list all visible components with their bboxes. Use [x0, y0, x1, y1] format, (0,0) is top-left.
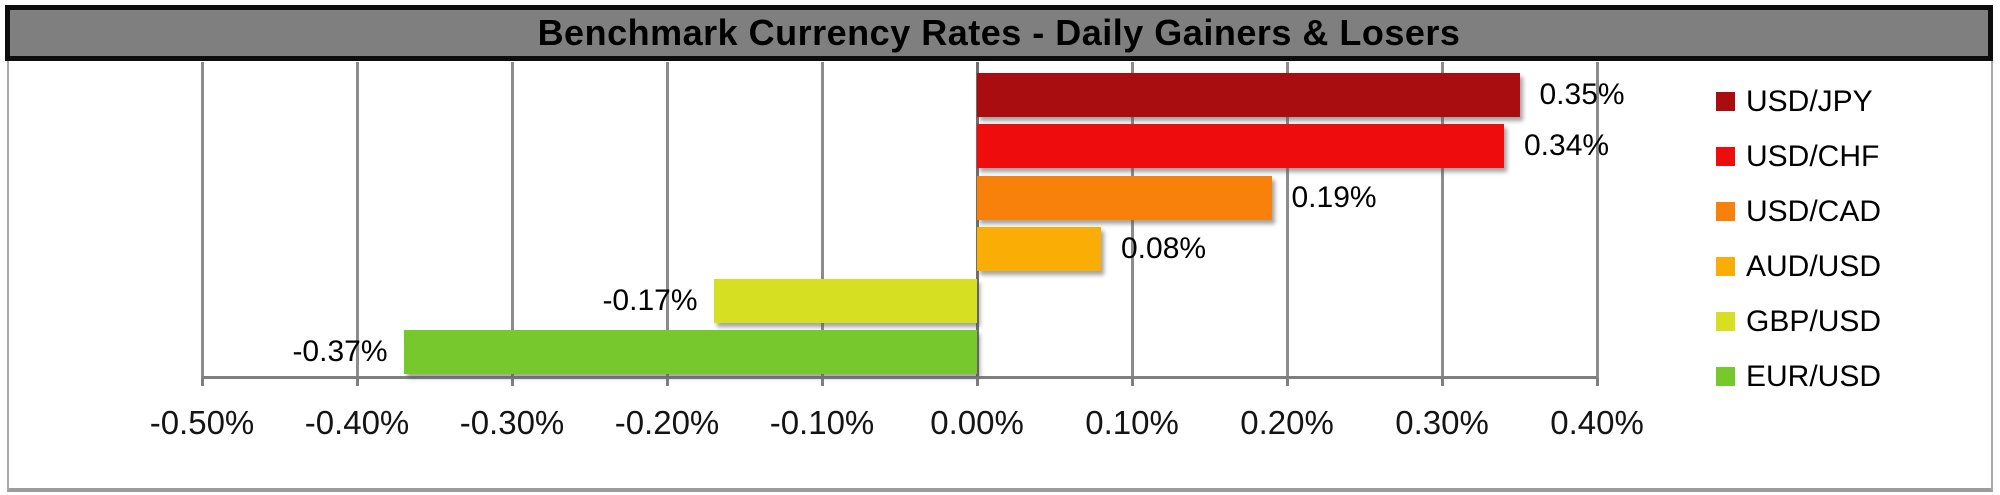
legend-item-eur-usd: EUR/USD	[1716, 349, 1881, 404]
chart-title: Benchmark Currency Rates - Daily Gainers…	[537, 12, 1461, 53]
x-axis-tick-mark	[1131, 378, 1134, 386]
bar-eur-usd	[403, 330, 977, 375]
x-axis-tick-mark	[1441, 378, 1444, 386]
legend-item-usd-chf: USD/CHF	[1716, 129, 1881, 184]
gridline	[821, 62, 824, 378]
bar-value-label: 0.35%	[1539, 77, 1625, 111]
legend-swatch-icon	[1716, 312, 1735, 331]
x-axis-tick-mark	[666, 378, 669, 386]
x-axis-line	[202, 376, 1597, 379]
x-axis-tick-mark	[821, 378, 824, 386]
legend-swatch-icon	[1716, 257, 1735, 276]
legend-label: USD/JPY	[1746, 84, 1873, 118]
x-axis-tick-mark	[1286, 378, 1289, 386]
bar-value-label: 0.08%	[1121, 232, 1207, 266]
gridline	[511, 62, 514, 378]
bar-value-label: 0.34%	[1524, 129, 1610, 163]
chart-title-bar: Benchmark Currency Rates - Daily Gainers…	[5, 5, 1993, 61]
legend-swatch-icon	[1716, 147, 1735, 166]
x-tick-label: -0.50%	[149, 404, 255, 441]
x-tick-label: 0.00%	[930, 404, 1024, 441]
legend-label: USD/CAD	[1746, 194, 1882, 228]
x-tick-label: 0.30%	[1395, 404, 1489, 441]
x-tick-label: 0.20%	[1240, 404, 1334, 441]
gridline	[666, 62, 669, 378]
legend-swatch-icon	[1716, 92, 1735, 111]
gridline	[1131, 62, 1134, 378]
legend-label: USD/CHF	[1746, 139, 1880, 173]
legend-label: AUD/USD	[1746, 249, 1882, 283]
x-axis-tick-mark	[1596, 378, 1599, 386]
bar-usd-jpy	[977, 72, 1520, 117]
x-tick-label: 0.10%	[1085, 404, 1179, 441]
legend-item-aud-usd: AUD/USD	[1716, 239, 1881, 294]
x-tick-label: -0.10%	[769, 404, 875, 441]
gridline	[356, 62, 359, 378]
zero-gridline	[976, 62, 979, 378]
legend-item-usd-jpy: USD/JPY	[1716, 74, 1881, 129]
gridline	[1596, 62, 1599, 378]
x-axis-tick-mark	[976, 378, 979, 386]
gridline	[201, 62, 204, 378]
legend-swatch-icon	[1716, 202, 1735, 221]
x-tick-label: -0.20%	[614, 404, 720, 441]
x-axis-tick-mark	[511, 378, 514, 386]
x-tick-label: -0.40%	[304, 404, 410, 441]
bar-usd-chf	[977, 124, 1504, 169]
bar-gbp-usd	[713, 278, 977, 323]
legend-swatch-icon	[1716, 367, 1735, 386]
bar-usd-cad	[977, 175, 1272, 220]
bar-aud-usd	[977, 227, 1101, 272]
legend-label: GBP/USD	[1746, 304, 1882, 338]
x-axis-tick-mark	[201, 378, 204, 386]
bar-value-label: -0.17%	[602, 283, 698, 317]
bar-value-label: 0.19%	[1291, 180, 1377, 214]
x-tick-label: 0.40%	[1550, 404, 1644, 441]
legend-label: EUR/USD	[1746, 359, 1882, 393]
gridline	[1286, 62, 1289, 378]
gridline	[1441, 62, 1444, 378]
bar-value-label: -0.37%	[292, 335, 388, 369]
x-tick-label: -0.30%	[459, 404, 565, 441]
legend: USD/JPY USD/CHF USD/CAD AUD/USD GBP/USD EUR/U…	[1716, 74, 1881, 404]
x-axis-tick-mark	[356, 378, 359, 386]
legend-item-gbp-usd: GBP/USD	[1716, 294, 1881, 349]
legend-item-usd-cad: USD/CAD	[1716, 184, 1881, 239]
